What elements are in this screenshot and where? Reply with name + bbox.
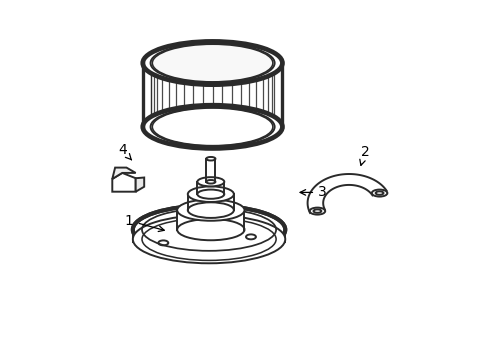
Ellipse shape xyxy=(197,177,224,186)
Polygon shape xyxy=(150,63,274,127)
Polygon shape xyxy=(187,194,233,210)
Ellipse shape xyxy=(142,41,282,85)
Polygon shape xyxy=(206,159,215,182)
Ellipse shape xyxy=(133,215,285,263)
Text: 4: 4 xyxy=(118,143,131,160)
Polygon shape xyxy=(112,173,135,192)
Text: 2: 2 xyxy=(359,145,368,165)
Ellipse shape xyxy=(206,157,215,161)
Ellipse shape xyxy=(133,206,285,254)
Polygon shape xyxy=(197,182,224,194)
Text: 1: 1 xyxy=(124,214,164,231)
Polygon shape xyxy=(112,168,135,179)
Ellipse shape xyxy=(152,44,272,82)
Text: 3: 3 xyxy=(300,185,326,199)
Ellipse shape xyxy=(187,186,233,202)
Ellipse shape xyxy=(177,199,244,221)
Ellipse shape xyxy=(142,105,282,148)
Polygon shape xyxy=(135,177,144,192)
Polygon shape xyxy=(177,210,244,230)
